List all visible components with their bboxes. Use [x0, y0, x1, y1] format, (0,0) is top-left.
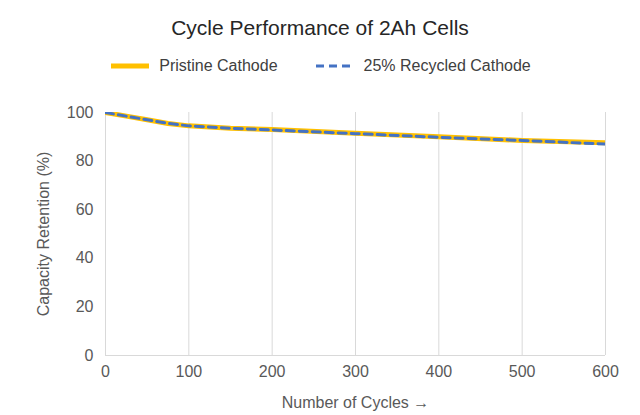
svg-text:100: 100 [67, 104, 94, 121]
html-text:Cycle Performance of 2Ah Cells: Cycle Performance of 2Ah Cells [171, 16, 469, 39]
svg-text:0: 0 [85, 347, 94, 364]
svg-text:300: 300 [342, 363, 369, 380]
svg-text:600: 600 [592, 363, 619, 380]
svg-text:Capacity Retention (%): Capacity Retention (%) [35, 152, 52, 317]
html-text:Pristine Cathode: Pristine Cathode [159, 57, 278, 74]
svg-text:20: 20 [76, 298, 94, 315]
svg-text:200: 200 [259, 363, 286, 380]
svg-text:100: 100 [175, 363, 202, 380]
svg-text:400: 400 [425, 363, 452, 380]
svg-text:0: 0 [101, 363, 110, 380]
svg-text:60: 60 [76, 201, 94, 218]
svg-text:40: 40 [76, 249, 94, 266]
svg-text:500: 500 [509, 363, 536, 380]
svg-text:80: 80 [76, 152, 94, 169]
svg-text:Number of Cycles →: Number of Cycles → [282, 394, 430, 411]
html-text:25% Recycled Cathode: 25% Recycled Cathode [363, 57, 531, 74]
